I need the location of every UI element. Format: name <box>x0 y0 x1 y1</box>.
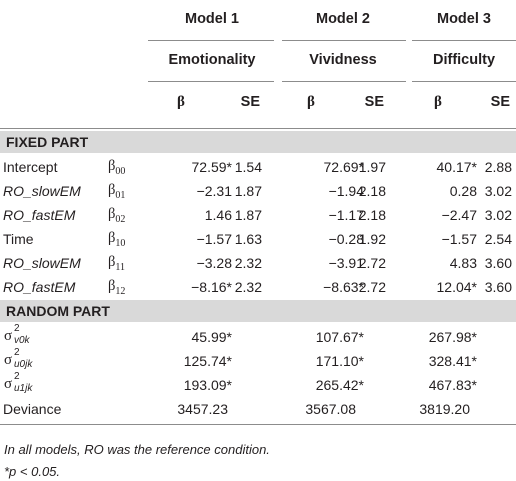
deviance-1: 3457.23 <box>177 401 228 417</box>
cell-se-1: 1.63 <box>234 231 262 247</box>
random-part-band <box>0 300 516 322</box>
model2-rule <box>282 40 406 41</box>
cell-se-3: 2.54 <box>484 231 512 247</box>
cell-beta-2: −3.91 <box>328 255 364 271</box>
variance-symbol: σ 2 u1jk <box>4 371 33 394</box>
variance-symbol: σ 2 v0k <box>4 323 30 346</box>
cell-beta-1: 72.59* <box>191 159 232 175</box>
cell-beta-1: 1.46 <box>204 207 232 223</box>
cell-variance-2: 265.42* <box>315 377 364 393</box>
cell-se-1: 1.87 <box>234 183 262 199</box>
cell-beta-2: −1.17 <box>328 207 364 223</box>
cell-beta-2: 72.69* <box>323 159 364 175</box>
cell-se-2: 1.97 <box>358 159 386 175</box>
variance-symbol: σ 2 u0jk <box>4 347 33 370</box>
significance-note: *p < 0.05. <box>4 464 61 479</box>
se-head-3: SE <box>490 94 510 110</box>
cell-beta-1: −1.57 <box>196 231 232 247</box>
cell-beta-3: −2.47 <box>441 207 477 223</box>
beta-head-1: β <box>177 94 185 110</box>
cell-se-3: 3.60 <box>484 255 512 271</box>
deviance-2: 3567.08 <box>305 401 356 417</box>
cell-variance-1: 193.09* <box>183 377 232 393</box>
cell-variance-3: 467.83* <box>428 377 477 393</box>
coefficient-symbol: β02 <box>108 206 126 225</box>
cell-beta-1: −2.31 <box>196 183 232 199</box>
fixed-part-band <box>0 131 516 153</box>
cell-se-3: 3.02 <box>484 183 512 199</box>
cell-se-2: 2.72 <box>358 279 386 295</box>
table-bottom-rule <box>0 424 516 425</box>
cell-se-1: 1.54 <box>234 159 262 175</box>
cell-se-1: 2.32 <box>234 279 262 295</box>
coefficient-symbol: β11 <box>108 254 126 273</box>
cell-beta-3: −1.57 <box>441 231 477 247</box>
row-label: RO_slowEM <box>3 183 81 199</box>
cell-se-2: 2.72 <box>358 255 386 271</box>
model1-title: Model 1 <box>185 11 239 27</box>
model2-outcome: Vividness <box>309 52 377 68</box>
cell-variance-2: 107.67* <box>315 329 364 345</box>
cell-se-3: 2.88 <box>484 159 512 175</box>
se-head-1: SE <box>240 94 260 110</box>
fixed-part-title: FIXED PART <box>6 134 89 150</box>
cell-variance-3: 267.98* <box>428 329 477 345</box>
cell-se-3: 3.02 <box>484 207 512 223</box>
cell-variance-2: 171.10* <box>315 353 364 369</box>
row-label: Intercept <box>3 159 58 175</box>
coefficient-symbol: β01 <box>108 182 126 201</box>
cell-se-2: 2.18 <box>358 207 386 223</box>
row-label: RO_fastEM <box>3 279 76 295</box>
model3-rule <box>412 40 516 41</box>
header-bottom-rule <box>0 128 516 129</box>
deviance-label: Deviance <box>3 401 62 417</box>
model3-outcome: Difficulty <box>432 52 496 68</box>
deviance-3: 3819.20 <box>419 401 470 417</box>
cell-variance-1: 125.74* <box>183 353 232 369</box>
row-label: RO_slowEM <box>3 255 81 271</box>
outcome2-rule <box>282 81 406 82</box>
outcome1-rule <box>148 81 274 82</box>
cell-beta-2: −0.28 <box>328 231 364 247</box>
row-label: Time <box>3 231 34 247</box>
cell-beta-3: 12.04* <box>436 279 477 295</box>
model3-title: Model 3 <box>437 11 491 27</box>
cell-beta-3: 4.83 <box>449 255 477 271</box>
cell-se-1: 2.32 <box>234 255 262 271</box>
cell-se-3: 3.60 <box>484 279 512 295</box>
cell-beta-1: −3.28 <box>196 255 232 271</box>
cell-se-2: 2.18 <box>358 183 386 199</box>
row-label: RO_fastEM <box>3 207 76 223</box>
beta-head-3: β <box>434 94 442 110</box>
model1-outcome: Emotionality <box>168 52 256 68</box>
table-note: In all models, RO was the reference cond… <box>4 442 270 457</box>
cell-se-1: 1.87 <box>234 207 262 223</box>
coefficient-symbol: β10 <box>108 230 126 249</box>
model2-title: Model 2 <box>316 11 370 27</box>
se-head-2: SE <box>364 94 384 110</box>
cell-beta-2: −1.94 <box>328 183 364 199</box>
cell-variance-1: 45.99* <box>191 329 232 345</box>
random-part-title: RANDOM PART <box>6 303 110 319</box>
coefficient-symbol: β00 <box>108 158 126 177</box>
cell-beta-3: 40.17* <box>436 159 477 175</box>
cell-beta-3: 0.28 <box>449 183 477 199</box>
outcome3-rule <box>412 81 516 82</box>
cell-se-2: 1.92 <box>358 231 386 247</box>
cell-beta-2: −8.63* <box>323 279 364 295</box>
cell-variance-3: 328.41* <box>428 353 477 369</box>
cell-beta-1: −8.16* <box>191 279 232 295</box>
model1-rule <box>148 40 274 41</box>
beta-head-2: β <box>307 94 315 110</box>
coefficient-symbol: β12 <box>108 278 126 297</box>
